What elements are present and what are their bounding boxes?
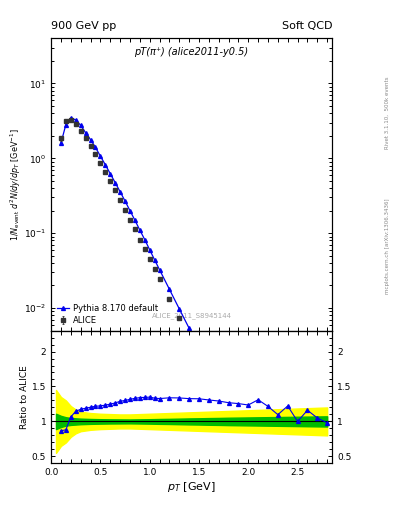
Pythia 8.170 default <box>73 117 78 123</box>
Pythia 8.170 default <box>123 198 127 204</box>
Pythia 8.170 default <box>216 382 221 388</box>
Pythia 8.170 default <box>147 247 152 253</box>
Pythia 8.170 default <box>83 130 88 136</box>
Pythia 8.170 default <box>206 364 211 370</box>
Pythia 8.170 default <box>275 492 280 498</box>
Text: ALICE_2011_S8945144: ALICE_2011_S8945144 <box>152 312 231 319</box>
Pythia 8.170 default <box>196 344 201 350</box>
X-axis label: $p_T\ [\rm GeV]$: $p_T\ [\rm GeV]$ <box>167 480 216 494</box>
Pythia 8.170 default <box>152 257 157 263</box>
Pythia 8.170 default <box>78 122 83 129</box>
Pythia 8.170 default <box>157 267 162 273</box>
Pythia 8.170 default <box>256 456 261 462</box>
Y-axis label: $1/N_{\rm event}\ d^2N/dy/dp_T\ [\rm GeV^{-1}]$: $1/N_{\rm event}\ d^2N/dy/dp_T\ [\rm GeV… <box>8 128 22 241</box>
Pythia 8.170 default <box>93 144 98 151</box>
Pythia 8.170 default <box>68 115 73 121</box>
Text: 900 GeV pp: 900 GeV pp <box>51 20 116 31</box>
Pythia 8.170 default <box>187 325 191 331</box>
Pythia 8.170 default <box>108 170 113 177</box>
Text: Rivet 3.1.10,  500k events: Rivet 3.1.10, 500k events <box>385 76 389 149</box>
Pythia 8.170 default <box>64 121 68 127</box>
Pythia 8.170 default <box>177 306 182 312</box>
Pythia 8.170 default <box>59 140 63 146</box>
Pythia 8.170 default <box>118 188 123 195</box>
Pythia 8.170 default <box>88 137 93 143</box>
Pythia 8.170 default <box>142 237 147 243</box>
Text: Soft QCD: Soft QCD <box>282 20 332 31</box>
Pythia 8.170 default <box>246 438 251 444</box>
Pythia 8.170 default <box>167 286 172 292</box>
Text: mcplots.cern.ch [arXiv:1306.3436]: mcplots.cern.ch [arXiv:1306.3436] <box>385 198 389 293</box>
Pythia 8.170 default <box>138 227 142 233</box>
Pythia 8.170 default <box>98 153 103 159</box>
Pythia 8.170 default <box>266 474 270 480</box>
Pythia 8.170 default <box>285 509 290 512</box>
Line: Pythia 8.170 default: Pythia 8.170 default <box>59 116 329 512</box>
Pythia 8.170 default <box>113 180 118 186</box>
Pythia 8.170 default <box>236 419 241 425</box>
Y-axis label: Ratio to ALICE: Ratio to ALICE <box>20 365 29 429</box>
Text: pT(π⁺) (alice2011-y0.5): pT(π⁺) (alice2011-y0.5) <box>134 47 249 57</box>
Legend: Pythia 8.170 default, ALICE: Pythia 8.170 default, ALICE <box>55 303 160 326</box>
Pythia 8.170 default <box>132 217 137 223</box>
Pythia 8.170 default <box>226 401 231 407</box>
Pythia 8.170 default <box>103 162 108 168</box>
Pythia 8.170 default <box>128 207 132 214</box>
